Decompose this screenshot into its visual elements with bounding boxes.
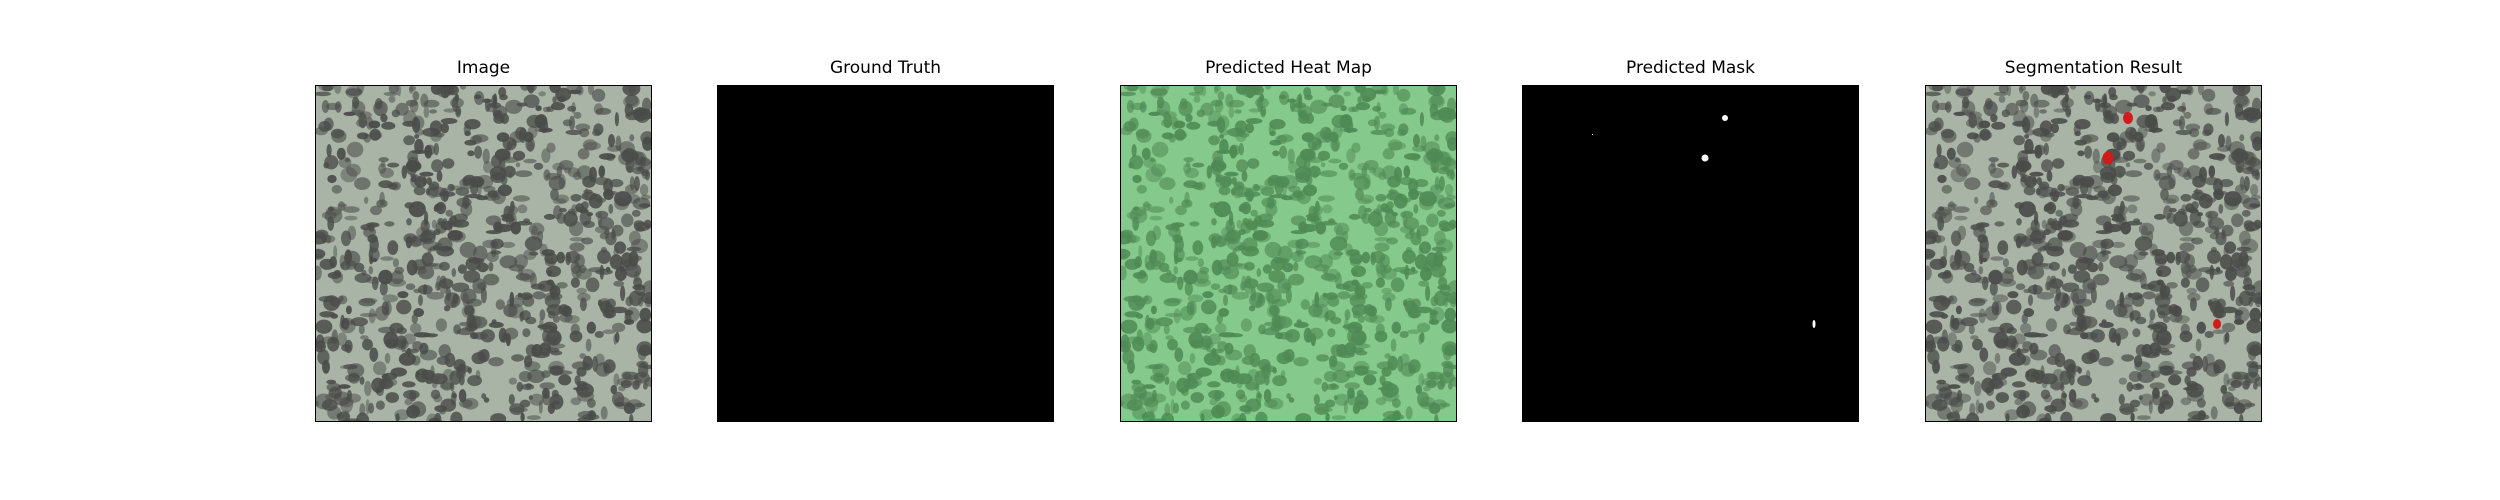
predicted-mask-panel	[1522, 85, 1859, 422]
mask-blob	[1722, 115, 1728, 121]
panel-title-image: Image	[456, 58, 511, 78]
ground-truth-panel	[717, 85, 1054, 422]
predicted-mask-image	[1523, 86, 1858, 421]
segmentation-overlay-blob	[2213, 319, 2221, 329]
mask-blob	[1812, 320, 1816, 328]
heat-map-image	[1121, 86, 1456, 421]
segmentation-result-panel	[1925, 85, 2262, 422]
panel-title-heat-map: Predicted Heat Map	[1205, 58, 1372, 78]
panel-title-ground-truth: Ground Truth	[829, 58, 942, 78]
segmentation-overlay-blob	[2123, 112, 2133, 124]
mask-blob	[1592, 134, 1593, 135]
mask-blob	[1701, 154, 1709, 162]
texture-image	[316, 86, 651, 421]
panel-title-segmentation-result: Segmentation Result	[2004, 58, 2183, 78]
heat-map-panel	[1120, 85, 1457, 422]
image-panel	[315, 85, 652, 422]
panel-title-predicted-mask: Predicted Mask	[1626, 58, 1755, 78]
segmentation-overlay-blob	[2102, 151, 2114, 165]
ground-truth-mask	[718, 86, 1053, 421]
segmentation-image	[1926, 86, 2261, 421]
